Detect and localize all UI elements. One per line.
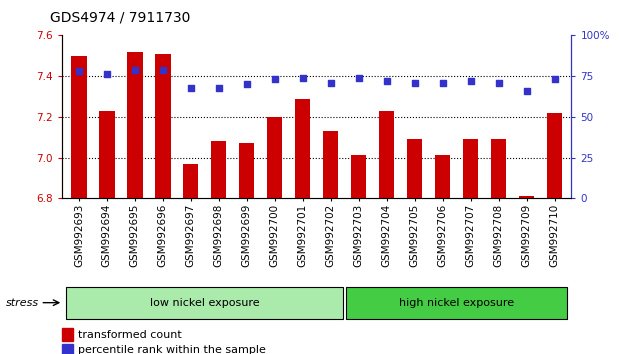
Bar	[211, 141, 227, 198]
Point	[354, 75, 364, 81]
Bar	[323, 131, 338, 198]
Point	[550, 76, 560, 82]
Text: low nickel exposure: low nickel exposure	[150, 298, 260, 308]
Point	[466, 78, 476, 84]
Point	[438, 80, 448, 85]
Text: transformed count: transformed count	[78, 330, 181, 339]
Bar	[407, 139, 422, 198]
Bar	[435, 155, 450, 198]
Bar	[239, 143, 255, 198]
Point	[186, 85, 196, 90]
Bar	[99, 111, 114, 198]
Point	[297, 75, 307, 81]
Point	[382, 78, 392, 84]
Bar	[547, 113, 562, 198]
Bar	[155, 54, 171, 198]
Bar	[463, 139, 478, 198]
Bar	[491, 139, 506, 198]
Point	[130, 67, 140, 73]
Bar	[351, 155, 366, 198]
Bar	[295, 98, 310, 198]
Point	[242, 81, 252, 87]
Point	[326, 80, 336, 85]
Bar	[267, 117, 283, 198]
Point	[522, 88, 532, 93]
Bar	[183, 164, 199, 198]
Point	[158, 67, 168, 73]
Bar	[519, 196, 534, 198]
Point	[214, 85, 224, 90]
Bar	[379, 111, 394, 198]
Text: percentile rank within the sample: percentile rank within the sample	[78, 346, 266, 354]
Text: GDS4974 / 7911730: GDS4974 / 7911730	[50, 11, 190, 25]
Point	[494, 80, 504, 85]
Point	[102, 72, 112, 77]
Point	[74, 68, 84, 74]
Bar	[127, 52, 143, 198]
Text: stress: stress	[6, 298, 39, 308]
Point	[410, 80, 420, 85]
Bar	[71, 56, 86, 198]
Point	[270, 76, 279, 82]
Text: high nickel exposure: high nickel exposure	[399, 298, 514, 308]
